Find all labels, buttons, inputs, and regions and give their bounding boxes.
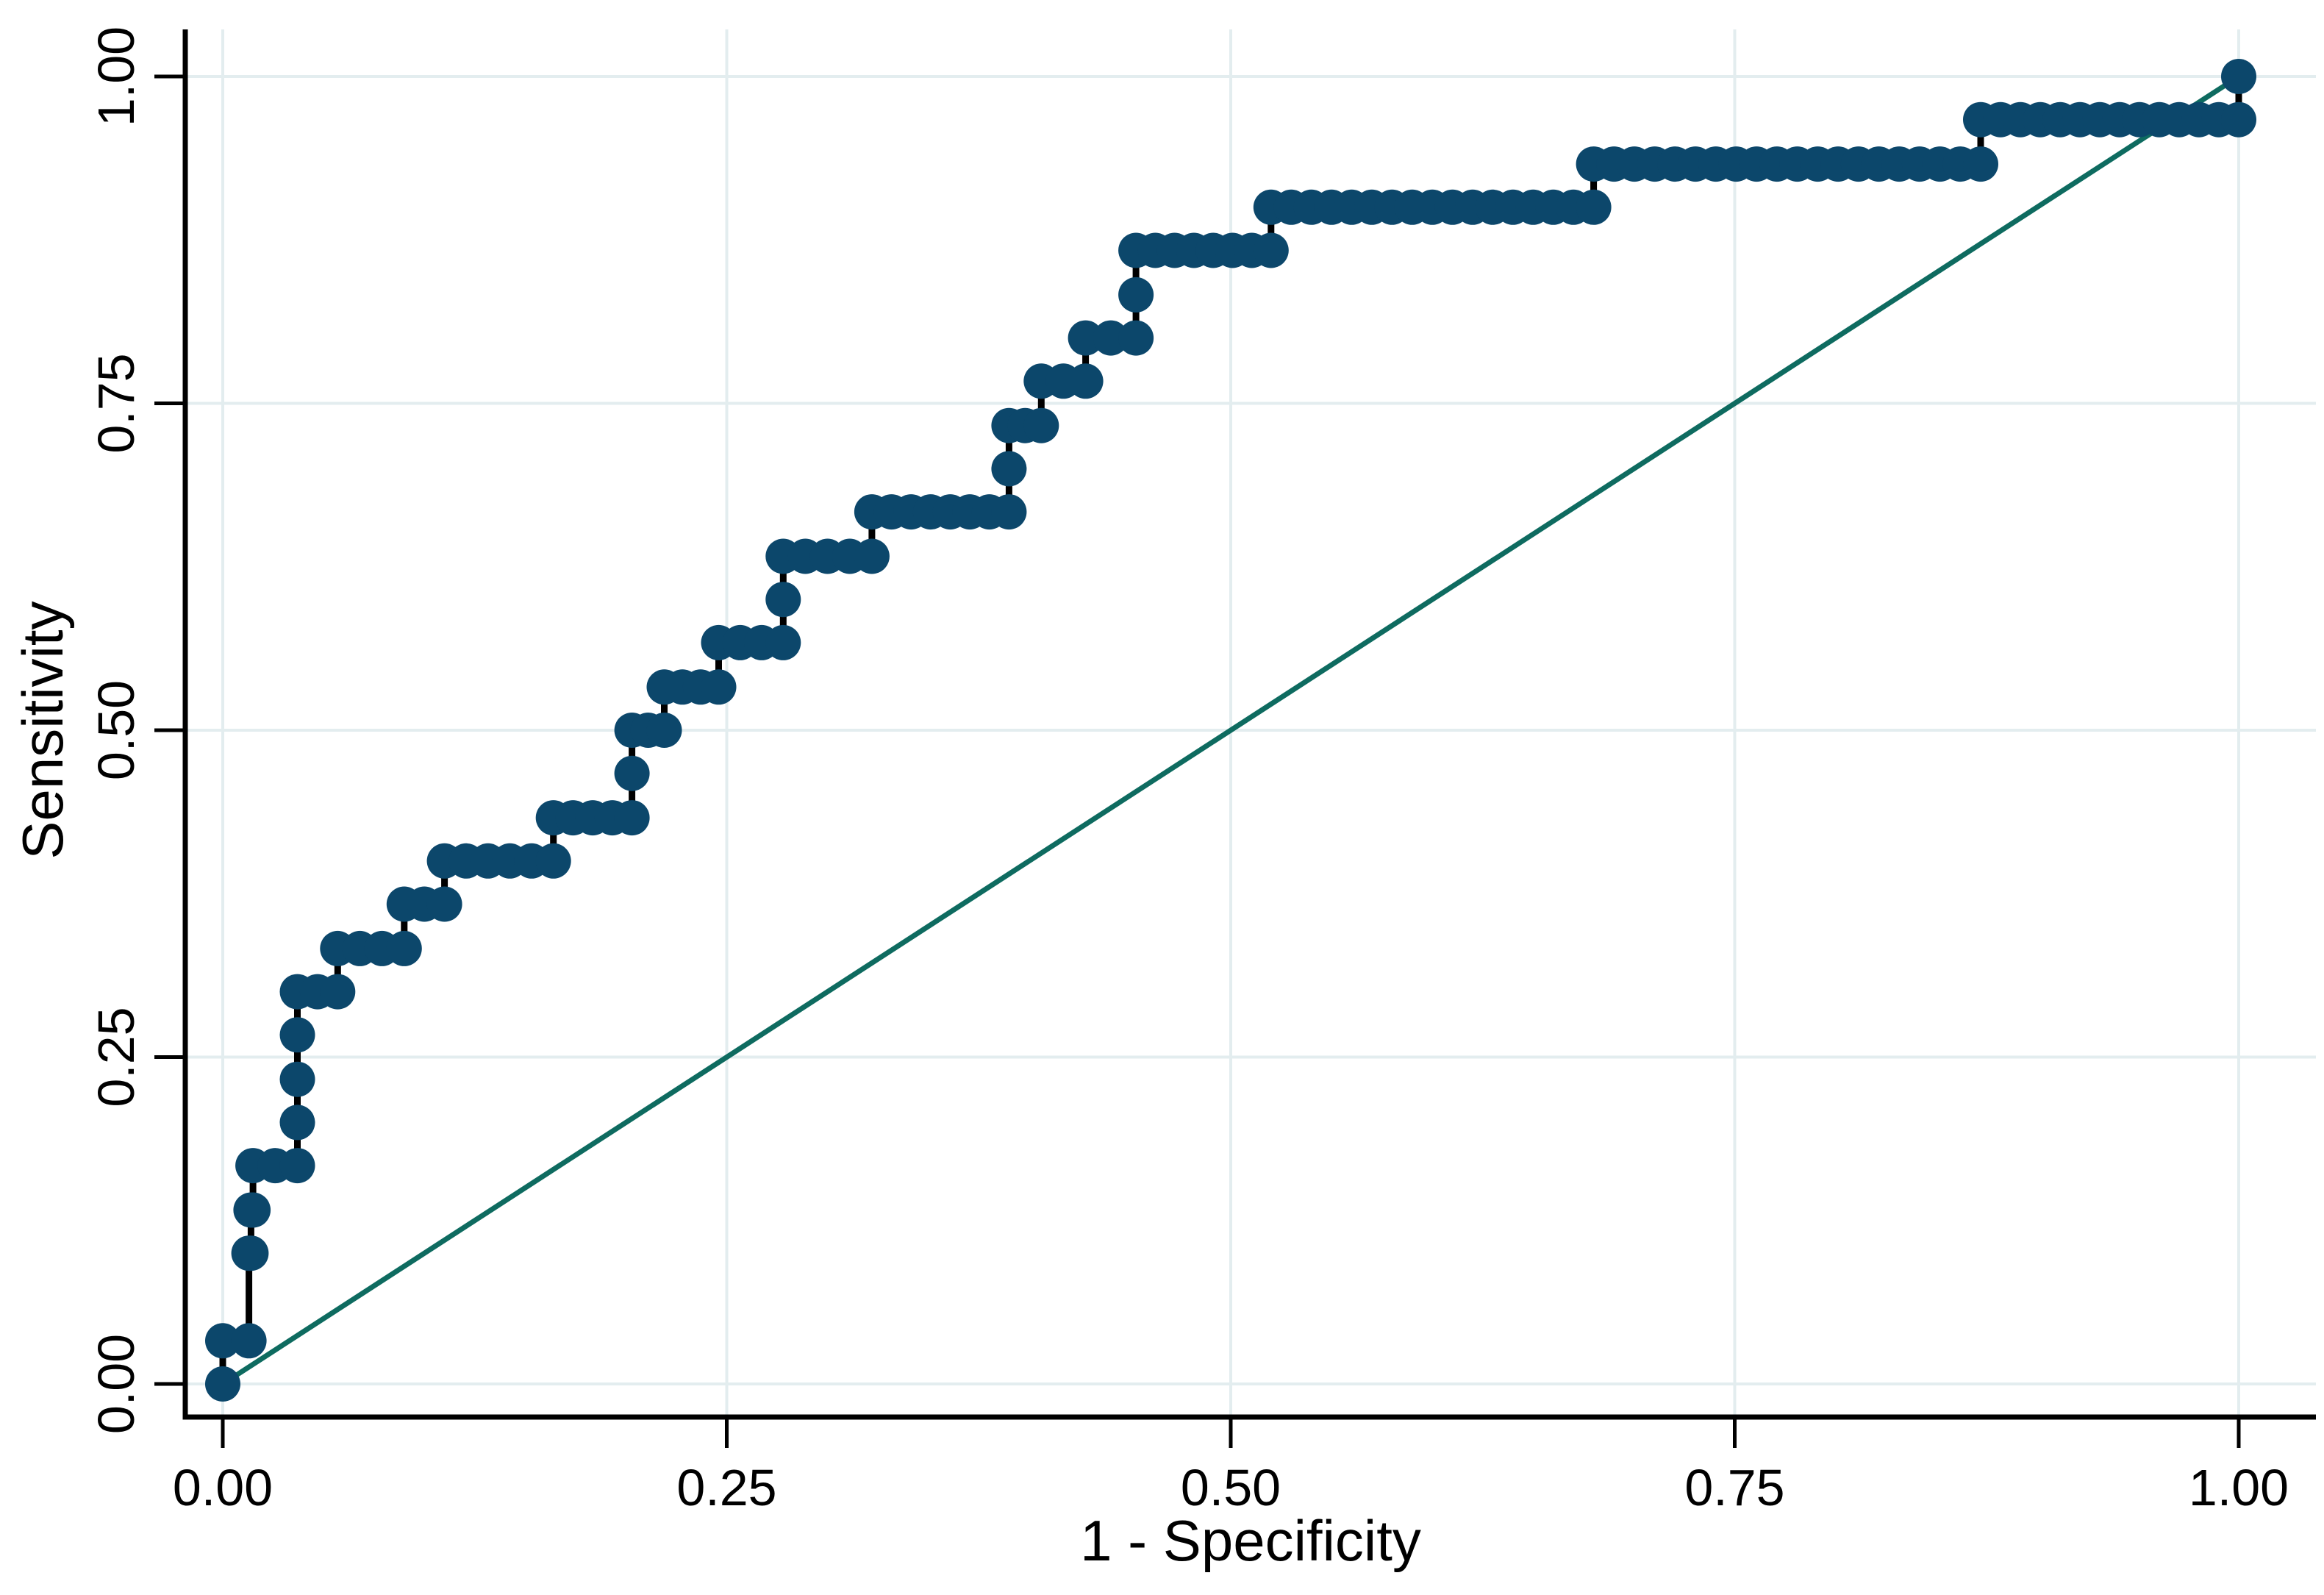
roc-marker xyxy=(991,494,1027,530)
roc-marker xyxy=(426,886,462,922)
roc-marker xyxy=(1093,320,1129,356)
x-tick-label: 1.00 xyxy=(2189,1459,2289,1516)
roc-curve-layer xyxy=(205,59,2256,1402)
roc-marker xyxy=(1576,189,1612,225)
roc-marker xyxy=(854,538,890,574)
roc-marker xyxy=(205,1323,240,1359)
roc-marker xyxy=(765,624,801,660)
x-tick-label: 0.50 xyxy=(1181,1459,1281,1516)
roc-marker xyxy=(1253,232,1289,268)
roc-marker xyxy=(1068,320,1104,356)
roc-marker xyxy=(1963,146,1998,182)
roc-marker xyxy=(614,755,650,791)
roc-marker xyxy=(646,713,682,748)
roc-marker xyxy=(1023,407,1059,443)
roc-marker xyxy=(279,1061,315,1097)
roc-marker xyxy=(320,974,356,1010)
roc-marker xyxy=(1118,320,1154,356)
x-axis-title: 1 - Specificity xyxy=(1080,1508,1421,1573)
reference-diagonal-line xyxy=(221,74,2240,1386)
roc-marker xyxy=(991,451,1027,487)
x-tick-label: 0.25 xyxy=(676,1459,776,1516)
roc-marker xyxy=(701,669,737,705)
roc-marker xyxy=(386,930,422,966)
y-tick-label: 0.00 xyxy=(87,1334,145,1434)
roc-marker xyxy=(231,1323,267,1359)
roc-marker xyxy=(2221,59,2256,94)
x-tick-label: 0.00 xyxy=(173,1459,273,1516)
roc-marker xyxy=(279,1017,315,1053)
roc-marker xyxy=(1068,363,1104,399)
roc-marker xyxy=(535,843,571,879)
roc-marker xyxy=(1118,276,1154,313)
x-tick-label: 0.75 xyxy=(1684,1459,1784,1516)
roc-marker xyxy=(205,1366,240,1402)
roc-marker xyxy=(765,582,801,618)
y-tick-label: 0.75 xyxy=(87,353,145,453)
roc-marker xyxy=(614,800,650,836)
y-tick-label: 0.50 xyxy=(87,680,145,780)
y-tick-label: 1.00 xyxy=(87,26,145,126)
tick-label-layer: 0.00 0.25 0.50 0.75 1.00 0.00 0.25 0.50 0.75 1.00 xyxy=(87,26,2289,1516)
roc-marker xyxy=(2221,101,2256,138)
roc-marker xyxy=(279,1148,315,1184)
y-axis-title: Sensitivity xyxy=(10,601,75,859)
y-tick-label: 0.25 xyxy=(87,1007,145,1107)
roc-marker xyxy=(279,1105,315,1141)
reference-line-layer xyxy=(221,74,2240,1386)
roc-marker xyxy=(235,1192,271,1228)
roc-marker xyxy=(233,1235,269,1271)
axis-layer xyxy=(154,29,2316,1448)
